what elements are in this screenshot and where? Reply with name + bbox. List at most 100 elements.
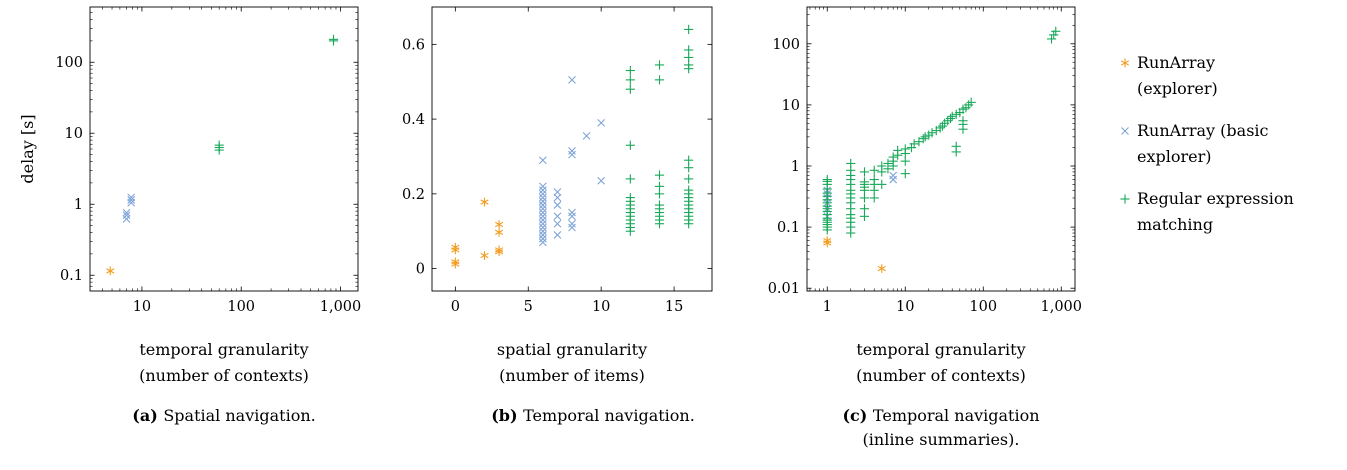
legend-item-runarray_explorer: RunArray (explorer) xyxy=(1120,53,1218,98)
data-point xyxy=(822,174,832,185)
data-point xyxy=(451,257,460,267)
data-point xyxy=(859,177,870,187)
x-axis-label: temporal granularity xyxy=(856,340,1025,359)
data-point xyxy=(900,169,910,179)
data-point xyxy=(127,196,136,204)
data-point xyxy=(214,140,224,150)
legend: RunArray (explorer) RunArray (basic explore… xyxy=(1120,53,1294,234)
data-point xyxy=(823,236,832,246)
data-point xyxy=(106,266,115,276)
x-tick-label: 15 xyxy=(665,299,683,315)
y-tick-label: 0.1 xyxy=(777,220,800,236)
data-point xyxy=(553,212,562,221)
legend-marker xyxy=(1120,58,1130,68)
y-tick-label: 10 xyxy=(782,98,800,114)
y-tick-label: 0.2 xyxy=(402,187,425,203)
data-point xyxy=(538,201,547,209)
y-tick-label: 0.4 xyxy=(402,112,425,128)
series-runarray_explorer xyxy=(823,236,886,273)
data-point xyxy=(538,227,547,236)
data-point xyxy=(684,174,694,184)
legend-item-runarray_basic: RunArray (basic explorer) xyxy=(1121,121,1269,166)
panel-caption: (a) Spatial navigation. xyxy=(132,406,315,425)
data-point xyxy=(883,158,893,169)
data-point xyxy=(328,36,339,46)
data-point xyxy=(538,208,547,217)
data-point xyxy=(918,134,928,144)
series-runarray_explorer xyxy=(451,197,504,269)
x-tick-label: 10 xyxy=(592,299,610,315)
series-regex xyxy=(214,34,339,155)
data-point xyxy=(869,165,879,175)
data-point xyxy=(654,170,665,180)
data-point xyxy=(684,24,694,35)
legend-marker xyxy=(1120,194,1130,204)
y-tick-label: 1 xyxy=(74,197,83,213)
data-point xyxy=(553,193,562,202)
data-point xyxy=(684,185,694,195)
data-point xyxy=(951,141,961,151)
data-point xyxy=(654,181,665,191)
data-point xyxy=(568,146,576,155)
series-runarray_basic xyxy=(823,171,898,221)
data-point xyxy=(597,118,606,127)
data-point xyxy=(654,60,665,70)
data-point xyxy=(935,123,945,133)
legend-marker xyxy=(1121,127,1129,135)
caption-tag: (a) xyxy=(132,406,163,425)
data-point xyxy=(909,139,919,149)
data-point xyxy=(538,197,547,206)
data-point xyxy=(538,186,547,194)
data-point xyxy=(1051,26,1061,36)
data-point xyxy=(869,174,879,185)
caption-tag: (b) xyxy=(491,406,523,425)
data-point xyxy=(625,75,635,85)
series-runarray_basic xyxy=(538,75,606,247)
legend-label: matching xyxy=(1137,215,1213,234)
x-axis-label: (number of items) xyxy=(499,366,645,385)
x-tick-label: 100 xyxy=(969,299,997,315)
data-point xyxy=(846,158,856,169)
panel-caption: (inline summaries). xyxy=(863,430,1020,449)
data-point xyxy=(538,212,547,221)
data-point xyxy=(553,188,562,196)
panel-a: 10 100 1,000 0.1 1 10 100 temporal granularity (… xyxy=(18,6,361,425)
data-point xyxy=(553,231,562,239)
data-point xyxy=(568,208,576,217)
panel-caption: (b) Temporal navigation. xyxy=(491,406,695,425)
data-point xyxy=(889,171,898,180)
x-tick-label: 5 xyxy=(524,299,533,315)
series-runarray_explorer xyxy=(106,266,115,276)
x-axis-label: (number of contexts) xyxy=(856,366,1026,385)
data-point xyxy=(122,211,131,220)
data-point xyxy=(568,75,576,84)
x-tick-label: 10 xyxy=(133,299,151,315)
data-point xyxy=(127,193,136,202)
data-point xyxy=(888,152,898,162)
legend-label: RunArray xyxy=(1137,53,1215,72)
y-tick-label: 100 xyxy=(772,37,800,53)
legend-label: Regular expression xyxy=(1137,189,1294,208)
data-point xyxy=(582,132,591,140)
data-point xyxy=(684,155,694,165)
data-point xyxy=(553,219,562,228)
data-point xyxy=(494,227,504,237)
panel-b: 0 5 10 15 0 0.2 0.4 0.6 spatial granularity (numb… xyxy=(402,6,713,425)
y-tick-label: 0.6 xyxy=(402,37,425,53)
caption-tag: (c) xyxy=(842,406,872,425)
series-runarray_basic xyxy=(122,193,136,223)
plot-frame xyxy=(89,6,359,292)
legend-label: RunArray (basic xyxy=(1137,121,1269,140)
data-point xyxy=(597,176,606,185)
data-point xyxy=(625,192,635,203)
plot-frame xyxy=(431,6,713,292)
data-point xyxy=(568,150,576,159)
data-point xyxy=(494,220,504,229)
data-point xyxy=(859,204,870,214)
x-tick-label: 10 xyxy=(896,299,914,315)
x-tick-label: 100 xyxy=(227,299,255,315)
data-point xyxy=(538,223,547,232)
data-point xyxy=(553,201,562,209)
y-tick-label: 0.01 xyxy=(768,281,800,297)
data-point xyxy=(877,161,887,171)
